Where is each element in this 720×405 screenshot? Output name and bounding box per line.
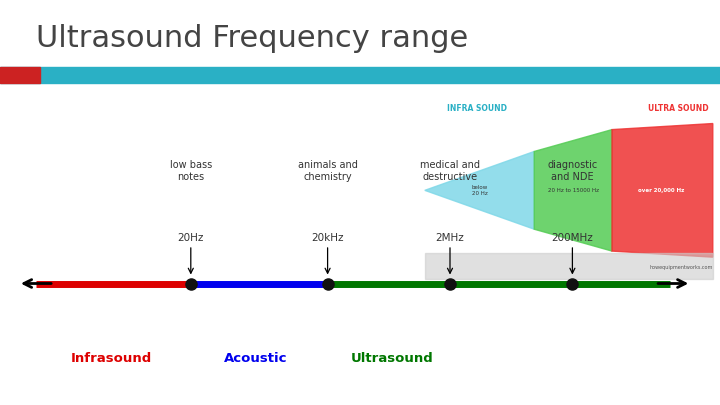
Text: ULTRA SOUND: ULTRA SOUND — [648, 104, 708, 113]
Polygon shape — [425, 151, 534, 229]
Text: over 20,000 Hz: over 20,000 Hz — [638, 188, 684, 193]
Polygon shape — [534, 130, 612, 251]
Text: 2MHz: 2MHz — [436, 233, 464, 243]
Bar — [0, 67, 40, 83]
Text: Ultrasound: Ultrasound — [351, 352, 433, 365]
Text: 200MHz: 200MHz — [552, 233, 593, 243]
Text: INFRA SOUND: INFRA SOUND — [446, 104, 507, 113]
Text: low bass
notes: low bass notes — [170, 160, 212, 182]
Text: animals and
chemistry: animals and chemistry — [297, 160, 358, 182]
Text: howequipmentworks.com: howequipmentworks.com — [649, 265, 713, 270]
Polygon shape — [612, 124, 713, 257]
Text: below
20 Hz: below 20 Hz — [472, 185, 487, 196]
Text: Ultrasound Frequency range: Ultrasound Frequency range — [36, 24, 468, 53]
Bar — [425, 253, 713, 279]
Bar — [0, 67, 720, 83]
Text: Acoustic: Acoustic — [224, 352, 287, 365]
Text: 20 Hz to 15000 Hz: 20 Hz to 15000 Hz — [548, 188, 598, 193]
Text: 20kHz: 20kHz — [311, 233, 344, 243]
Text: medical and
destructive: medical and destructive — [420, 160, 480, 182]
Text: Infrasound: Infrasound — [71, 352, 152, 365]
Text: diagnostic
and NDE: diagnostic and NDE — [547, 160, 598, 182]
Text: 20Hz: 20Hz — [178, 233, 204, 243]
